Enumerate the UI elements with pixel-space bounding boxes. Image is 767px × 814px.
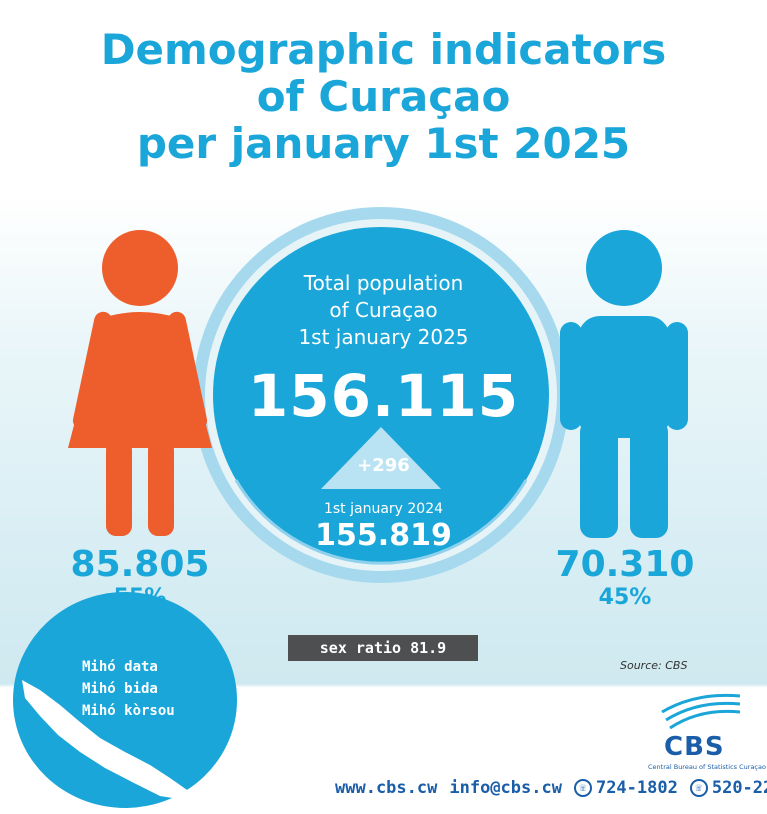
phone-1-number: 724-1802 [595,778,678,798]
male-count: 70.310 [555,544,695,585]
contact-footer: www.cbs.cw info@cbs.cw ☏ 724-1802 ☏ 520-… [335,776,767,800]
total-population-value: 156.115 [247,362,520,430]
phone-2-number: 520-2227 [711,778,767,798]
cbs-logo-icon [661,693,741,730]
sex-ratio-bar: sex ratio 81.9 [288,635,478,661]
website-link[interactable]: www.cbs.cw [335,778,438,798]
total-population-label: Total population of Curaçao 1st january … [0,270,767,351]
increase-triangle [321,427,441,489]
label-line-1: Total population [303,271,464,295]
phone-2[interactable]: ☏ 520-2227 [689,776,767,800]
title-line-1: Demographic indicators [100,25,667,74]
title-line-2: of Curaçao [256,72,511,121]
badge-line-2: Mihó bida [82,681,158,697]
title-line-3: per january 1st 2025 [136,119,631,168]
male-percent: 45% [598,585,652,610]
phone-1[interactable]: ☏ 724-1802 [573,776,678,800]
phone-icon: ☏ [573,779,592,797]
female-figure-icon [68,230,212,536]
cbs-logo-subtitle: Central Bureau of Statistics Curaçao [648,763,766,771]
page-title: Demographic indicators of Curaçao per ja… [0,26,767,167]
email-link[interactable]: info@cbs.cw [449,778,562,798]
female-percent: 55% [113,585,167,610]
whatsapp-icon: ☏ [689,779,708,797]
badge-line-1: Mihó data [82,659,158,675]
label-line-3: 1st january 2025 [298,325,469,349]
population-change: +296 [357,455,410,476]
label-line-2: of Curaçao [329,298,438,322]
badge-line-3: Mihó kòrsou [82,703,175,719]
female-count: 85.805 [70,544,210,585]
island-badge [13,592,237,808]
badge-slogan: Mihó data Mihó bida Mihó kòrsou [82,656,175,722]
female-stats: 85.805 55% [60,545,220,611]
source-note: Source: CBS [620,659,688,672]
male-figure-icon [560,230,688,538]
previous-year-value: 155.819 [315,518,452,553]
previous-year-label: 1st january 2024 [323,501,444,517]
cbs-logo-text: CBS [664,732,725,762]
population-circle [213,227,549,563]
male-stats: 70.310 45% [545,545,705,611]
